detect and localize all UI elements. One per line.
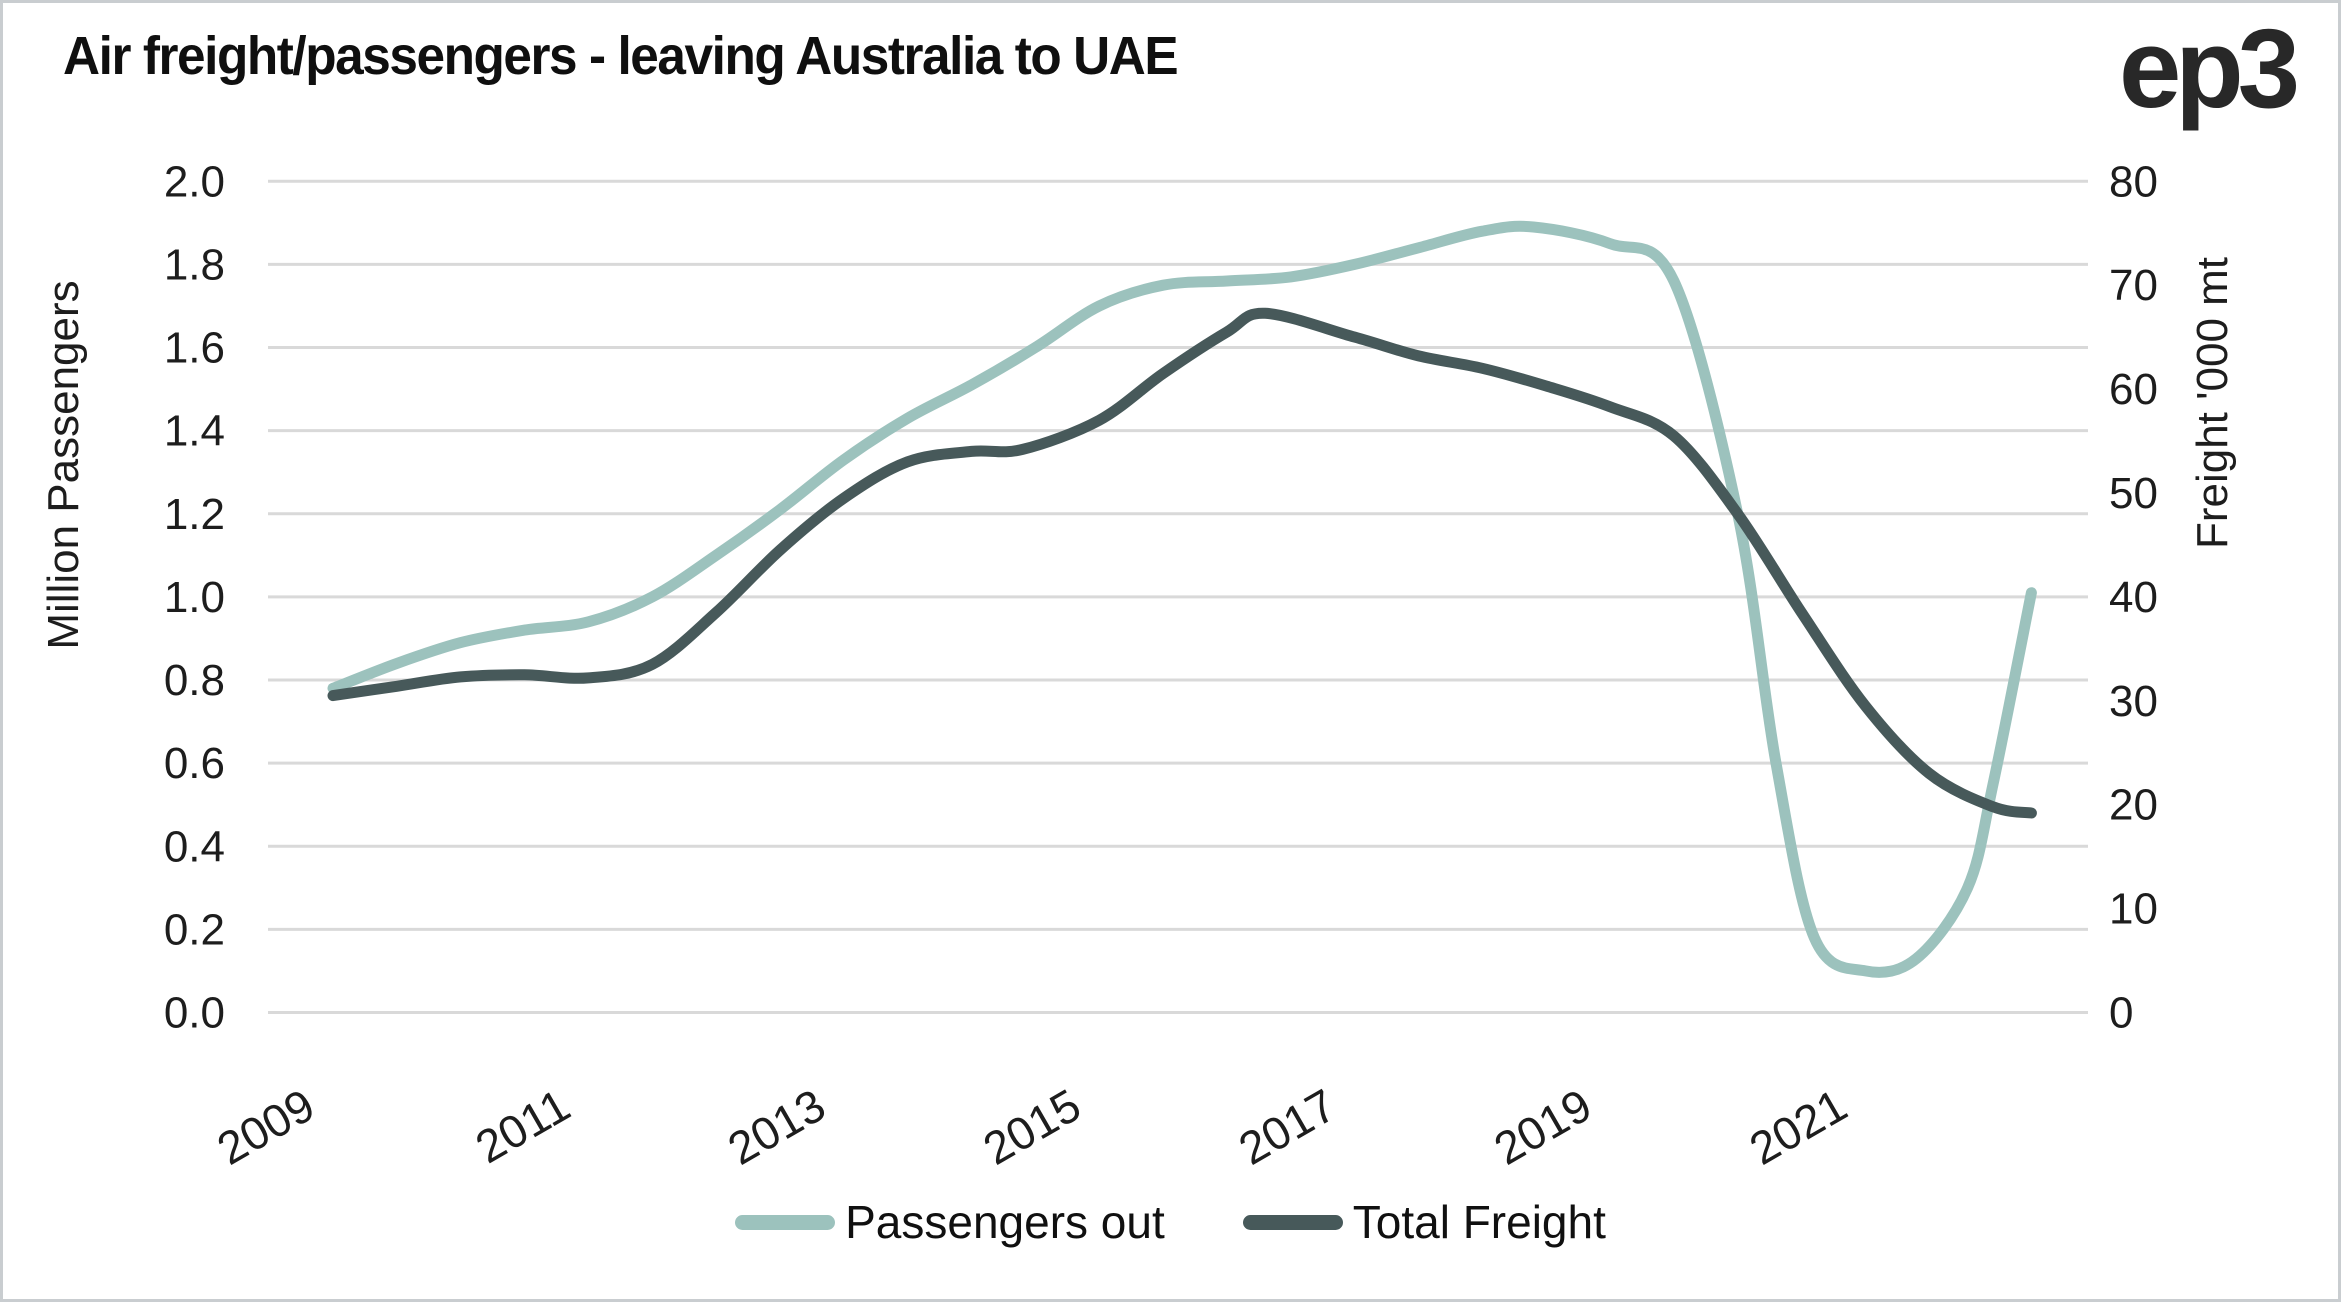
series-line-passengers-out — [327, 220, 2037, 978]
y-left-tick-label: 0.6 — [164, 739, 225, 788]
total-freight-line-swatch — [1242, 1214, 1343, 1230]
y-right-tick-label: 10 — [2109, 885, 2158, 934]
x-tick-label: 2017 — [1230, 1079, 1345, 1175]
passengers-out-line-swatch — [735, 1214, 836, 1230]
y-right-tick-label: 0 — [2109, 989, 2133, 1038]
y-right-tick-label: 30 — [2109, 677, 2158, 726]
chart-canvas: Million Passengers Freight '000 mt 0.00.… — [39, 157, 2237, 1175]
x-tick-label: 2009 — [208, 1079, 323, 1175]
y-left-tick-label: 0.2 — [164, 905, 225, 954]
y-left-tick-label: 0.0 — [164, 989, 225, 1038]
x-tick-label: 2021 — [1741, 1079, 1856, 1175]
gridlines — [268, 179, 2088, 1014]
y-left-tick-label: 2.0 — [164, 157, 225, 206]
left-axis-title: Million Passengers — [39, 280, 88, 649]
x-tick-label: 2015 — [975, 1079, 1090, 1175]
data-series — [327, 220, 2037, 978]
y-right-tick-label: 70 — [2109, 261, 2158, 310]
y-left-tick-label: 1.2 — [164, 490, 225, 539]
y-right-tick-label: 60 — [2109, 365, 2158, 414]
legend-label: Total Freight — [1352, 1196, 1606, 1248]
right-axis-title: Freight '000 mt — [2188, 257, 2237, 549]
y-left-tick-label: 1.4 — [164, 407, 225, 456]
y-right-tick-label: 50 — [2109, 469, 2158, 518]
legend-label: Passengers out — [845, 1196, 1165, 1248]
chart-legend: Passengers out Total Freight — [3, 1195, 2338, 1249]
series-line-total-freight — [327, 307, 2037, 819]
y-left-tick-label: 0.8 — [164, 656, 225, 705]
y-left-tick-label: 1.0 — [164, 573, 225, 622]
legend-item-passengers-out: Passengers out — [735, 1195, 1165, 1249]
y-right-tick-label: 20 — [2109, 781, 2158, 830]
y-left-tick-label: 1.8 — [164, 240, 225, 289]
legend-item-total-freight: Total Freight — [1242, 1195, 1606, 1249]
ep3-logo: ep3 — [2119, 6, 2300, 131]
x-tick-label: 2013 — [719, 1079, 834, 1175]
x-tick-label: 2011 — [467, 1079, 579, 1173]
x-tick-label: 2019 — [1485, 1079, 1600, 1175]
y-left-tick-label: 1.6 — [164, 324, 225, 373]
y-left-tick-label: 0.4 — [164, 822, 225, 871]
chart-title: Air freight/passengers - leaving Austral… — [63, 26, 1179, 86]
y-right-tick-label: 40 — [2109, 573, 2158, 622]
y-right-tick-label: 80 — [2109, 157, 2158, 206]
axis-tick-labels: 0.0 0.2 0.4 0.6 0.8 1.0 1.2 1.4 1.6 1.8 2.0 0 10 20 30… — [164, 157, 2158, 1175]
